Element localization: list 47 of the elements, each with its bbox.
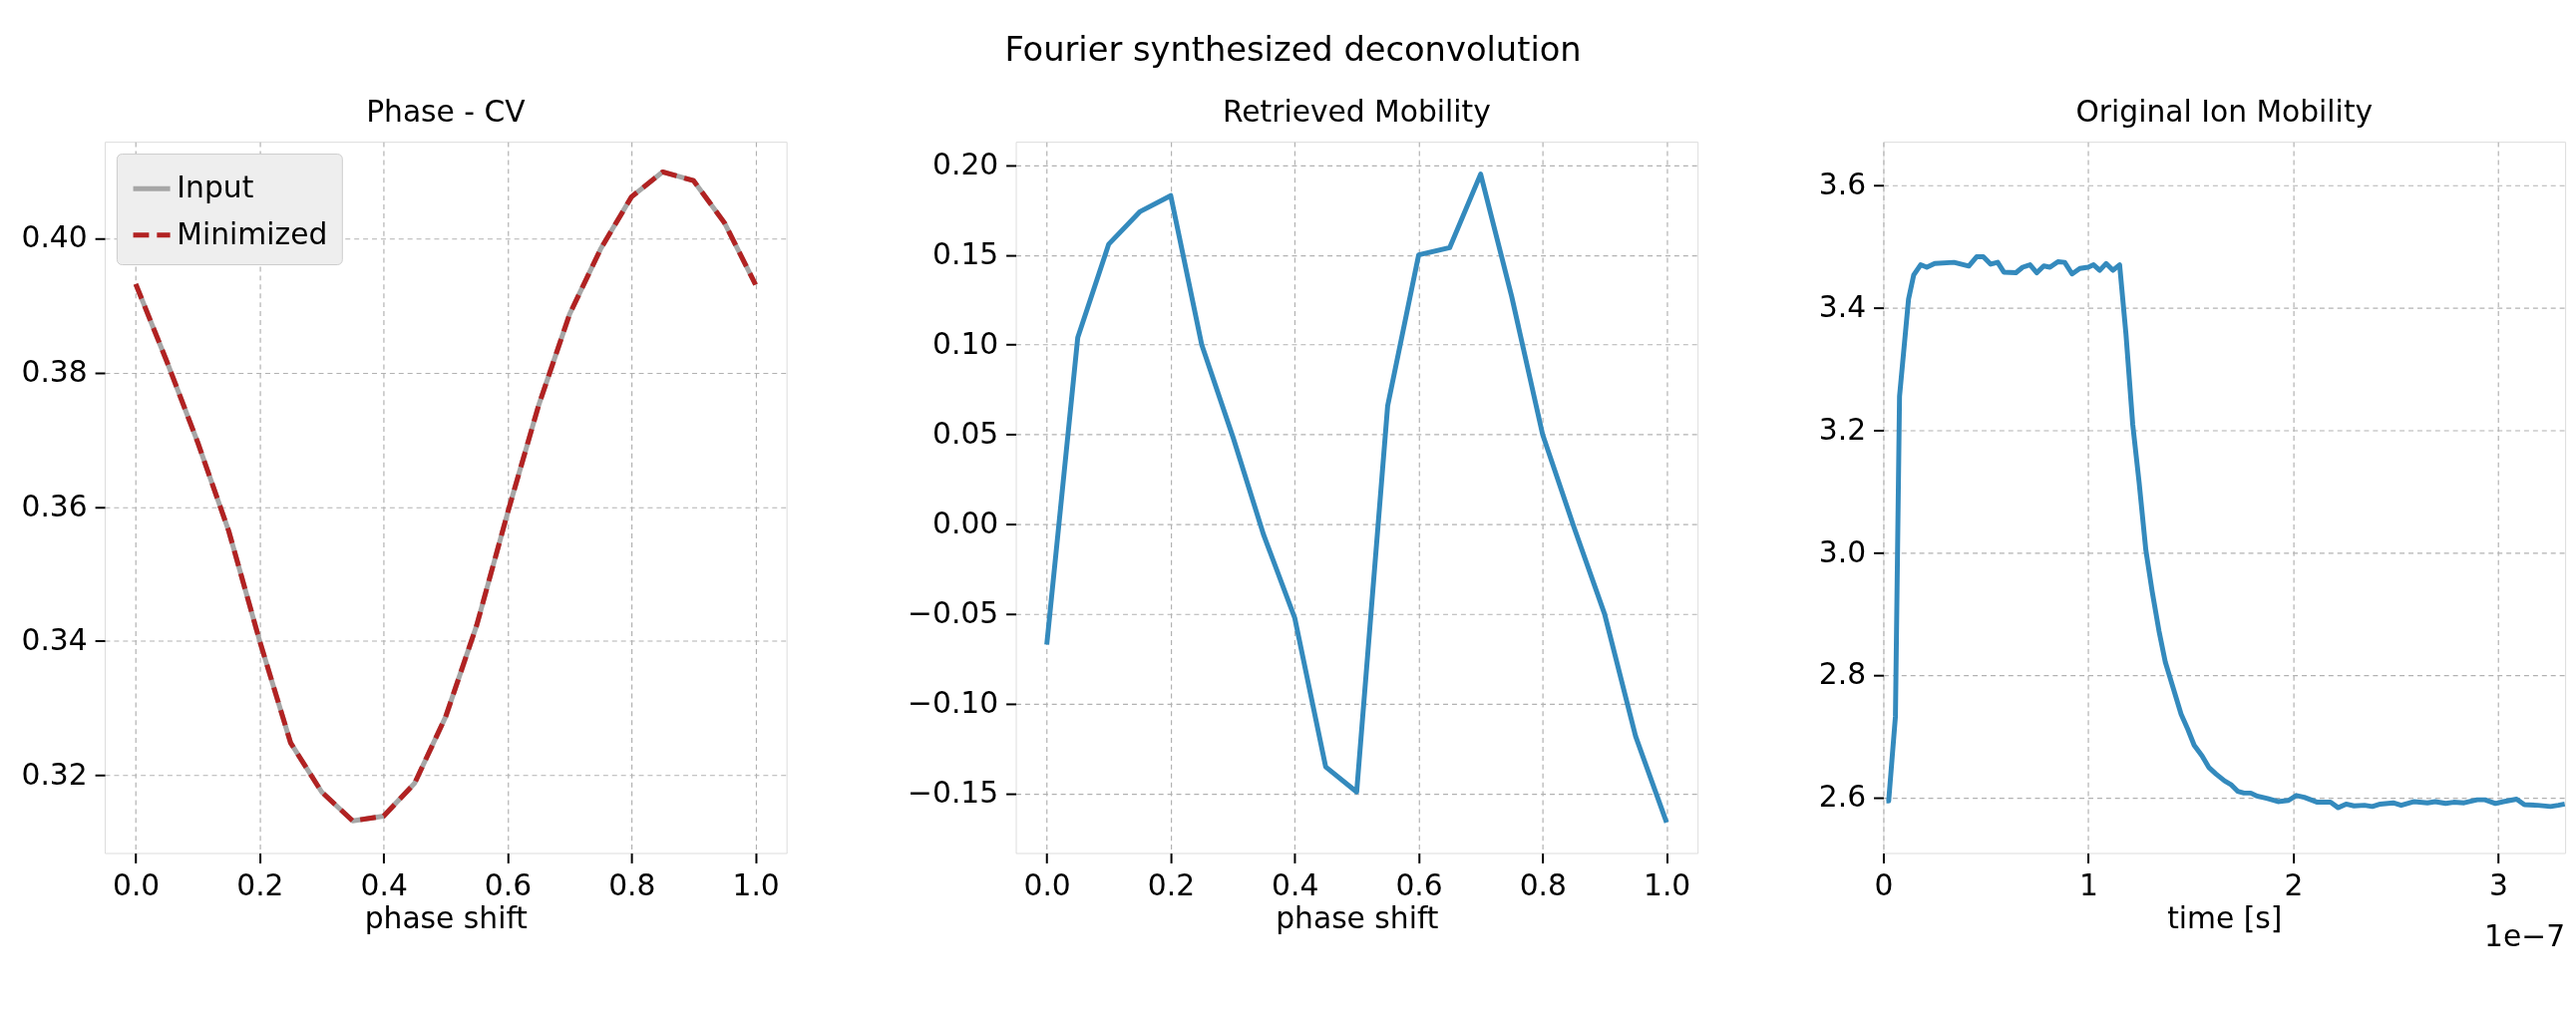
y-tick-label: 0.40	[21, 219, 88, 255]
x-tick-label: 3	[2488, 866, 2508, 902]
x-tick-label: 0.0	[1023, 866, 1071, 902]
text: Fourier synthesized deconvolution	[1004, 30, 1582, 70]
y-tick-label: 3.6	[1818, 167, 1867, 202]
chart-title: Phase - CV	[366, 94, 527, 130]
y-tick-label: 0.10	[932, 326, 999, 362]
y-tick-label: 3.2	[1818, 411, 1867, 447]
y-tick-label: −0.10	[908, 685, 999, 721]
x-tick-label: 0.0	[112, 866, 161, 902]
y-tick-label: 0.32	[21, 756, 88, 792]
y-tick-label: 3.0	[1818, 533, 1867, 569]
x-tick-label: 0.6	[484, 866, 533, 902]
x-axis-title: time [s]	[2167, 900, 2283, 936]
legend-label: Minimized	[177, 215, 328, 251]
chart-title: Retrieved Mobility	[1222, 94, 1491, 130]
line-series	[1884, 254, 2566, 811]
x-tick-label: 1.0	[1643, 866, 1691, 902]
x-tick-label: 0.4	[1272, 866, 1319, 902]
y-tick-label: −0.05	[908, 595, 999, 631]
y-tick-label: 0.36	[21, 488, 88, 523]
x-tick-label: 0.2	[236, 866, 284, 902]
y-tick-label: 0.00	[932, 506, 999, 541]
x-tick-label: 1	[2078, 866, 2098, 902]
x-tick-label: 0.2	[1147, 866, 1196, 902]
x-tick-label: 0.8	[1519, 866, 1567, 902]
y-tick-label: 2.6	[1818, 779, 1867, 815]
x-axis-title: phase shift	[1276, 900, 1439, 936]
line-series	[1044, 171, 1669, 826]
x-axis-title: phase shift	[364, 900, 528, 936]
x-tick-label: 0.6	[1395, 866, 1443, 902]
y-tick-label: 3.4	[1818, 288, 1867, 324]
legend-label: Input	[177, 170, 254, 205]
y-tick-label: 0.20	[932, 146, 999, 181]
text: 1e−7	[2484, 917, 2566, 953]
x-tick-label: 0.8	[608, 866, 656, 902]
x-tick-label: 1.0	[732, 866, 780, 902]
y-tick-label: 0.05	[932, 416, 999, 452]
y-tick-label: 0.15	[932, 236, 999, 272]
x-tick-label: 2	[2284, 866, 2304, 902]
x-tick-label: 0.4	[360, 866, 408, 902]
y-tick-label: 0.34	[21, 622, 88, 658]
x-tick-label: 0	[1874, 866, 1894, 902]
chart-title: Original Ion Mobility	[2075, 94, 2374, 130]
y-tick-label: 2.8	[1818, 656, 1867, 692]
y-tick-label: 0.38	[21, 354, 88, 390]
y-tick-label: −0.15	[908, 775, 999, 811]
